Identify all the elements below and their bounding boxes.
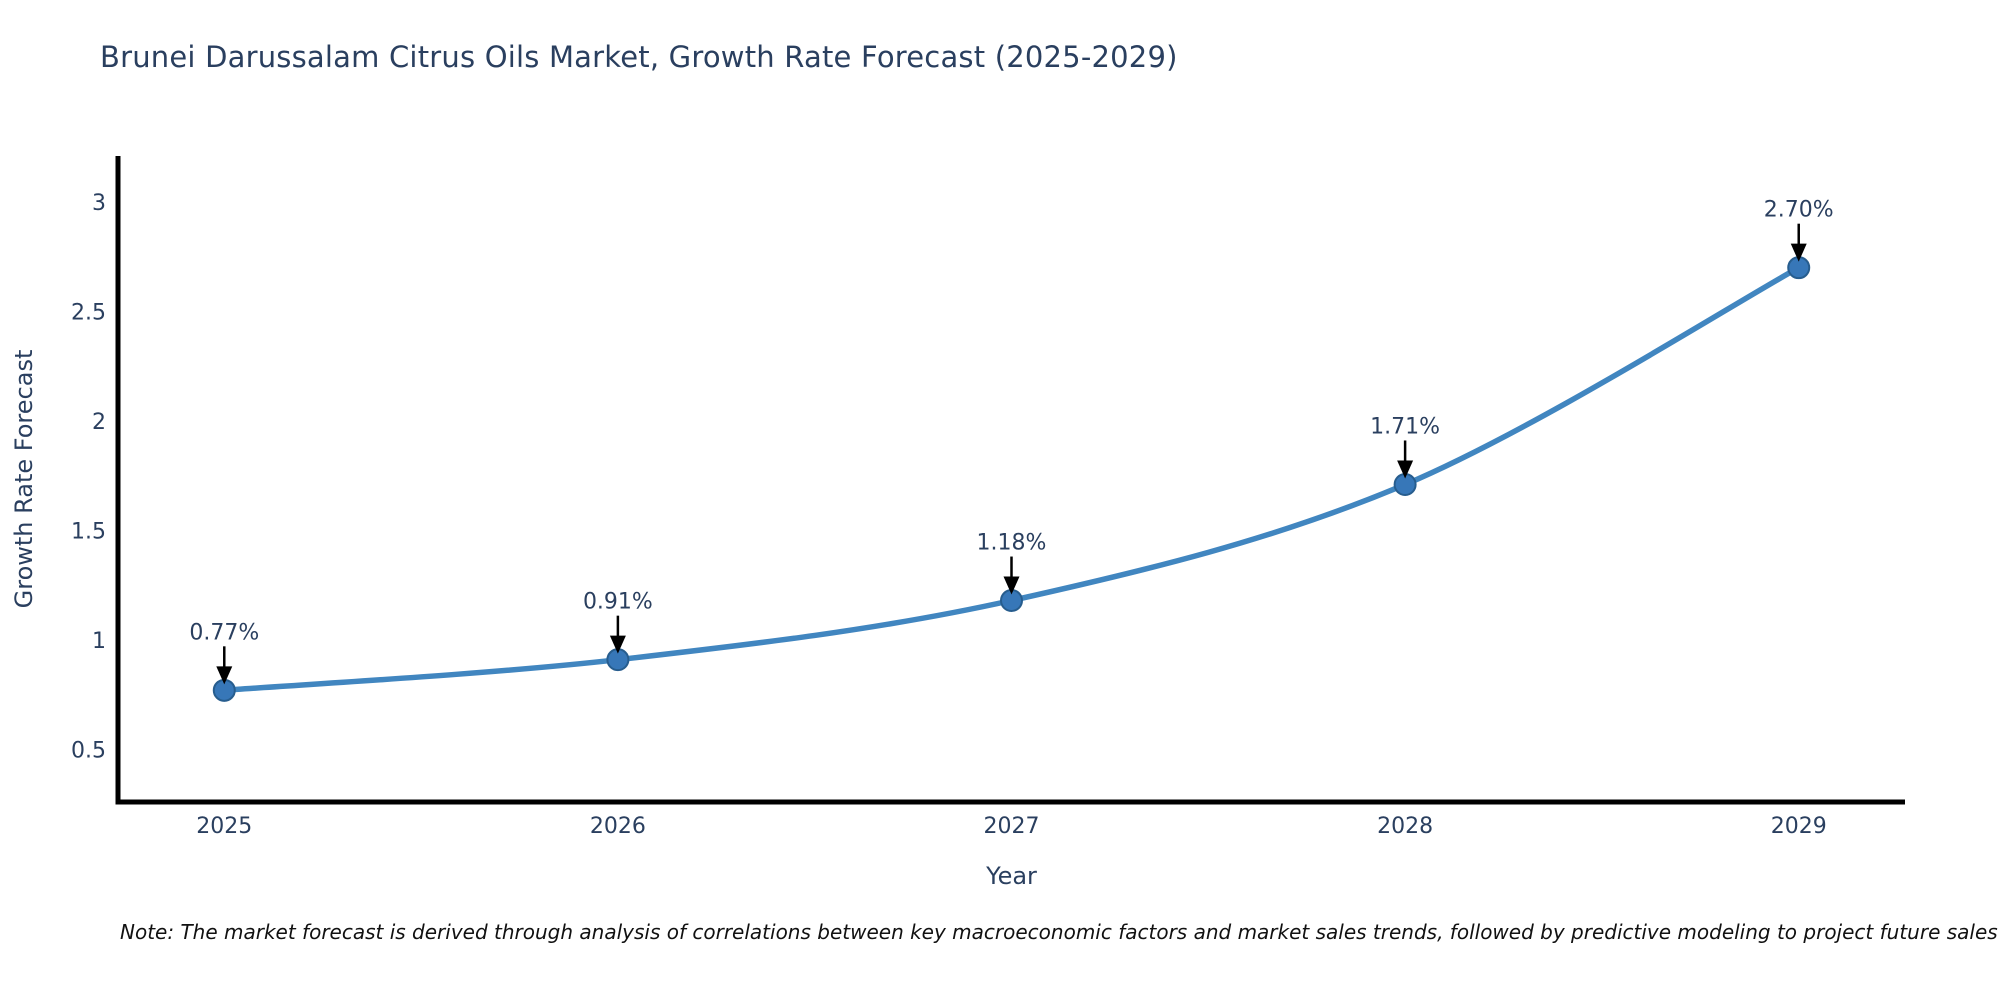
x-tick-label: 2026: [590, 814, 646, 839]
y-tick-label: 0.5: [71, 738, 106, 763]
x-tick-label: 2025: [196, 814, 252, 839]
y-tick-label: 1.5: [71, 519, 106, 544]
x-tick-label: 2029: [1771, 814, 1827, 839]
data-point-label: 2.70%: [1764, 198, 1834, 223]
annotation-arrowhead-icon: [609, 635, 626, 654]
annotation-arrowhead-icon: [1397, 460, 1414, 479]
data-point-label: 1.71%: [1370, 414, 1440, 439]
x-tick-label: 2028: [1377, 814, 1433, 839]
y-tick-label: 1: [92, 629, 106, 654]
annotation-arrowhead-icon: [1790, 243, 1807, 262]
data-point-label: 0.91%: [583, 590, 653, 615]
chart-title: Brunei Darussalam Citrus Oils Market, Gr…: [100, 40, 1178, 74]
data-point-label: 0.77%: [189, 620, 259, 645]
data-point-label: 1.18%: [977, 531, 1047, 556]
y-axis-title: Growth Rate Forecast: [10, 350, 38, 609]
x-tick-label: 2027: [984, 814, 1040, 839]
footnote: Note: The market forecast is derived thr…: [120, 920, 1998, 944]
x-axis-title: Year: [985, 862, 1037, 890]
y-tick-label: 2: [92, 410, 106, 435]
y-tick-label: 3: [92, 191, 106, 216]
forecast-line: [221, 264, 1802, 694]
y-tick-label: 2.5: [71, 300, 106, 325]
annotation-arrowhead-icon: [1003, 576, 1020, 595]
annotation-arrowhead-icon: [216, 666, 233, 685]
